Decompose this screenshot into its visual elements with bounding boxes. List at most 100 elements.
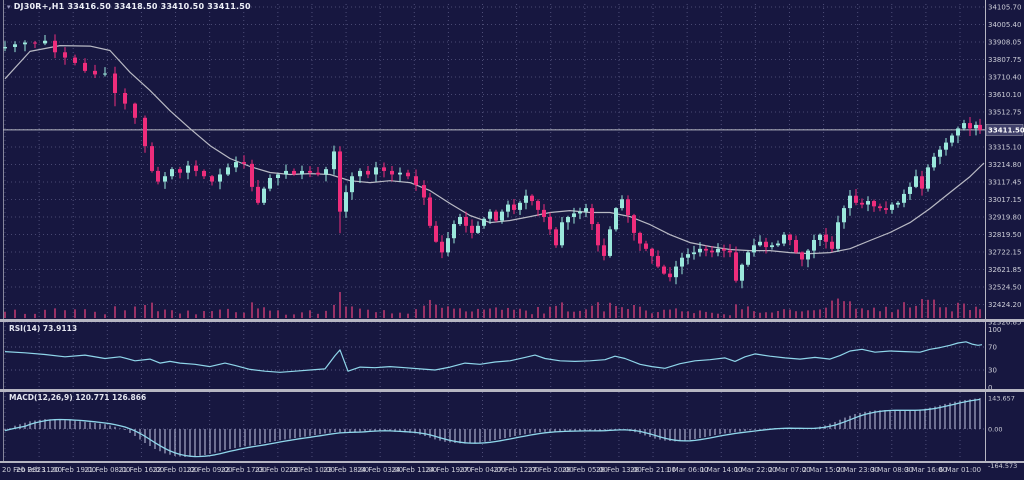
macd-histogram-bar [689, 429, 691, 440]
volume-bar [843, 301, 845, 318]
macd-histogram-bar [239, 429, 241, 448]
candle-bull [776, 243, 780, 246]
candle-bear [210, 176, 214, 182]
macd-histogram-bar [374, 429, 376, 431]
candle-bull [452, 224, 456, 239]
time-label: 20 Feb 19:00 [50, 466, 97, 474]
candle-bear [872, 201, 876, 207]
macd-histogram-bar [604, 429, 606, 431]
price-axis-label: 32919.80 [988, 214, 1021, 222]
candle-bull [284, 170, 288, 175]
volume-bar [453, 308, 455, 318]
chart-title: ▾ DJ30R+,H1 33416.50 33418.50 33410.50 33… [7, 2, 251, 11]
time-label: 24 Feb 19:00 [425, 466, 472, 474]
rsi-axis-label: 30 [988, 367, 997, 375]
pane-separator[interactable] [0, 461, 1024, 463]
macd-histogram-bar [429, 429, 431, 438]
time-label: 27 Feb 04:00 [459, 466, 506, 474]
candle-bear [366, 170, 370, 175]
candle-bear [920, 176, 924, 189]
macd-histogram-bar [919, 409, 921, 429]
macd-histogram-bar [519, 429, 521, 436]
macd-histogram-bar [569, 429, 571, 431]
volume-bar [489, 308, 491, 318]
volume-bar [537, 307, 539, 318]
candle-bull [476, 225, 480, 233]
macd-histogram-bar [209, 429, 211, 454]
candle-bull [932, 156, 936, 168]
macd-histogram-bar [99, 423, 101, 429]
moving-average-line [4, 44, 985, 255]
macd-histogram-bar [109, 425, 111, 429]
candle-bull [620, 199, 624, 209]
volume-bar [867, 310, 869, 318]
candle-bull [866, 201, 870, 205]
macd-histogram-bar [854, 414, 856, 429]
macd-histogram-bar [534, 429, 536, 433]
volume-bar [807, 310, 809, 318]
candle-bull [103, 73, 107, 75]
candle-bull [458, 216, 462, 225]
macd-histogram-bar [359, 429, 361, 432]
macd-histogram-bar [134, 429, 136, 436]
candle-bear [884, 208, 888, 210]
volume-bar [891, 312, 893, 318]
volume-bar [873, 307, 875, 318]
volume-bar [885, 306, 887, 318]
time-axis: 20 Feb 2023 20 Feb 11:00 20 Feb 19:00 21 Fe… [0, 463, 1024, 480]
volume-bar [34, 313, 36, 318]
macd-histogram-bar [959, 400, 961, 429]
candle-bear [668, 273, 672, 278]
candle-bull [758, 241, 762, 246]
macd-histogram-bar [869, 411, 871, 429]
volume-bar [897, 309, 899, 318]
candle-bull [446, 238, 450, 253]
volume-bar [483, 309, 485, 318]
macd-histogram-bar [404, 429, 406, 433]
candle-bull [908, 186, 912, 194]
time-label: 23 Feb 02:00 [254, 466, 301, 474]
macd-histogram-bar [259, 429, 261, 444]
candle-bear [83, 62, 87, 71]
candle-bull [944, 142, 948, 150]
candle-bull [572, 213, 576, 217]
macd-histogram-bar [349, 429, 351, 433]
volume-bar [317, 313, 319, 318]
candle-bear [178, 169, 182, 173]
macd-histogram-bar [539, 429, 541, 433]
candle-bear [710, 250, 714, 253]
volume-bar [179, 313, 181, 318]
macd-histogram-bar [49, 419, 51, 429]
volume-bar [909, 307, 911, 318]
volume-bar [519, 308, 521, 318]
candle-bear [202, 170, 206, 177]
candle-bull [962, 123, 966, 129]
candle-bear [878, 206, 882, 209]
pane-separator[interactable] [0, 389, 1024, 392]
candle-bull [956, 128, 960, 136]
time-label: 24 Feb 11:00 [391, 466, 438, 474]
candle-bull [488, 211, 492, 219]
candle-bull [890, 204, 894, 210]
candle-bull [344, 192, 348, 212]
candle-bear [292, 170, 296, 175]
volume-bar [663, 309, 665, 318]
pane-separator[interactable] [0, 319, 1024, 322]
macd-histogram-bar [179, 429, 181, 457]
volume-bar [367, 309, 369, 318]
rsi-indicator-label: RSI(14) 73.9113 [9, 324, 78, 333]
macd-histogram-bar [414, 429, 416, 434]
candle-bear [316, 172, 320, 175]
time-label: 21 Feb 08:00 [84, 466, 131, 474]
candle-bull [332, 151, 336, 170]
candle-bull [614, 208, 618, 230]
volume-bar [915, 305, 917, 318]
time-label: 23 Feb 10:00 [288, 466, 335, 474]
macd-histogram-bar [194, 429, 196, 457]
macd-histogram-bar [324, 429, 326, 434]
macd-histogram-bar [559, 429, 561, 432]
macd-indicator-label: MACD(12,26,9) 120.771 126.866 [9, 393, 147, 402]
macd-histogram-bar [219, 429, 221, 452]
macd-histogram-bar [94, 422, 96, 429]
